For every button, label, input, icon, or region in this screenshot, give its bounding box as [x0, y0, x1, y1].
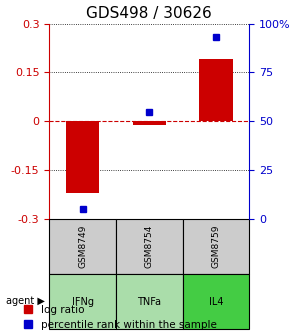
Text: GSM8749: GSM8749	[78, 225, 87, 268]
Text: IFNg: IFNg	[72, 297, 94, 307]
Text: agent ▶: agent ▶	[6, 296, 45, 306]
Bar	[66, 121, 99, 193]
Title: GDS498 / 30626: GDS498 / 30626	[86, 6, 212, 21]
FancyBboxPatch shape	[116, 219, 183, 274]
FancyBboxPatch shape	[183, 219, 249, 274]
FancyBboxPatch shape	[183, 274, 249, 329]
FancyBboxPatch shape	[116, 274, 183, 329]
FancyBboxPatch shape	[49, 274, 116, 329]
Text: GSM8754: GSM8754	[145, 225, 154, 268]
FancyBboxPatch shape	[49, 219, 116, 274]
Legend: log ratio, percentile rank within the sample: log ratio, percentile rank within the sa…	[20, 301, 221, 334]
Text: GSM8759: GSM8759	[211, 225, 221, 268]
Bar	[200, 59, 233, 121]
Bar	[133, 121, 166, 125]
Text: IL4: IL4	[209, 297, 223, 307]
Text: TNFa: TNFa	[137, 297, 161, 307]
